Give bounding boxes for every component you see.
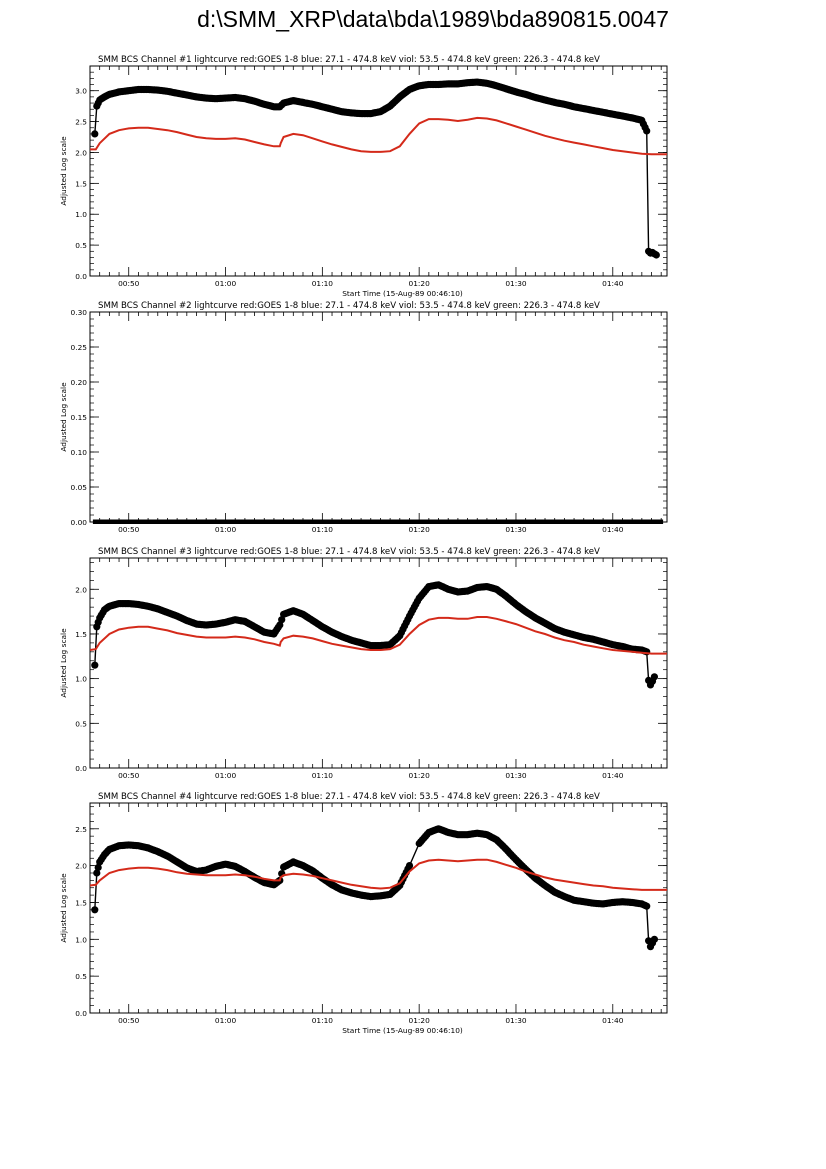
x-tick-label: 01:20 [409,525,431,534]
y-tick-label: 1.0 [75,935,87,944]
y-axis-label: Adjusted Log scale [59,136,68,206]
y-tick-label: 0.5 [75,972,87,981]
data-point [91,130,99,138]
y-tick-label: 0.5 [75,719,87,728]
x-tick-label: 01:40 [602,771,624,780]
data-point [278,616,286,624]
x-tick-label: 01:10 [312,771,334,780]
data-point [93,869,101,877]
x-axis-label: Start Time (15-Aug-89 00:46:10) [342,1026,463,1035]
y-tick-label: 0.15 [71,413,88,422]
y-tick-label: 0.05 [71,483,88,492]
y-tick-label: 1.5 [75,630,87,639]
plot-frame [89,65,668,277]
x-tick-label: 01:20 [409,771,431,780]
x-tick-label: 01:10 [312,279,334,288]
chart-title: SMM BCS Channel #4 lightcurve red:GOES 1… [98,792,600,802]
plot-frame [89,557,668,769]
data-point [643,902,651,910]
y-tick-label: 1.5 [75,179,87,188]
x-tick-label: 01:00 [215,771,237,780]
chart-title: SMM BCS Channel #2 lightcurve red:GOES 1… [98,301,600,311]
y-tick-label: 2.5 [75,118,87,127]
data-point [650,935,659,943]
data-point [91,661,99,669]
x-tick-label: 01:10 [312,525,334,534]
plot-frame [89,311,668,523]
chart-panel-2: SMM BCS Channel #2 lightcurve red:GOES 1… [59,301,668,534]
data-point [94,863,102,872]
y-tick-label: 0.25 [71,343,88,352]
x-tick-label: 01:20 [409,279,431,288]
x-tick-label: 01:40 [602,1016,624,1025]
y-tick-label: 0.5 [75,241,87,250]
y-axis-label: Adjusted Log scale [59,873,68,943]
goes-series-line [90,616,667,655]
y-tick-label: 1.0 [75,210,87,219]
data-point [652,251,660,259]
goes-series-line [90,858,667,891]
y-tick-label: 0.0 [75,272,87,281]
chart-panel-3: SMM BCS Channel #3 lightcurve red:GOES 1… [59,547,668,780]
data-point [91,906,99,914]
y-tick-label: 2.5 [75,825,87,834]
x-tick-label: 00:50 [118,525,140,534]
x-tick-label: 01:40 [602,525,624,534]
data-point [643,127,651,135]
y-axis-label: Adjusted Log scale [59,628,68,698]
y-tick-label: 0.0 [75,764,87,773]
y-tick-label: 3.0 [75,87,87,96]
y-tick-label: 0.10 [71,448,88,457]
y-tick-label: 2.0 [75,862,87,871]
chart-title: SMM BCS Channel #1 lightcurve red:GOES 1… [98,55,600,65]
data-layer [90,78,667,259]
chart-title: SMM BCS Channel #3 lightcurve red:GOES 1… [98,547,600,557]
x-tick-label: 01:30 [505,525,527,534]
y-tick-label: 0.00 [71,518,88,527]
chart-panel-4: SMM BCS Channel #4 lightcurve red:GOES 1… [59,792,668,1035]
x-tick-label: 01:20 [409,1016,431,1025]
y-axis-label: Adjusted Log scale [59,382,68,452]
page-title: d:\SMM_XRP\data\bda\1989\bda890815.0047 [197,6,669,32]
plot-frame [89,802,668,1014]
x-tick-label: 00:50 [118,771,140,780]
x-tick-label: 01:30 [505,771,527,780]
x-tick-label: 01:30 [505,1016,527,1025]
y-tick-label: 2.0 [75,585,87,594]
y-tick-label: 2.0 [75,148,87,157]
data-point [650,673,659,681]
y-tick-label: 0.30 [71,308,88,317]
x-tick-label: 01:00 [215,1016,237,1025]
y-tick-label: 0.20 [71,378,88,387]
y-tick-label: 1.5 [75,898,87,907]
data-layer [90,581,667,689]
goes-series-line [90,116,667,156]
x-tick-label: 01:00 [215,525,237,534]
x-tick-label: 01:40 [602,279,624,288]
x-axis-label: Start Time (15-Aug-89 00:46:10) [342,289,463,298]
y-tick-label: 0.0 [75,1009,87,1018]
chart-panel-1: SMM BCS Channel #1 lightcurve red:GOES 1… [59,55,668,298]
x-tick-label: 00:50 [118,279,140,288]
x-tick-label: 01:00 [215,279,237,288]
x-tick-label: 01:10 [312,1016,334,1025]
x-tick-label: 00:50 [118,1016,140,1025]
data-point [405,862,414,870]
x-tick-label: 01:30 [505,279,527,288]
data-layer [90,825,667,951]
y-tick-label: 1.0 [75,675,87,684]
